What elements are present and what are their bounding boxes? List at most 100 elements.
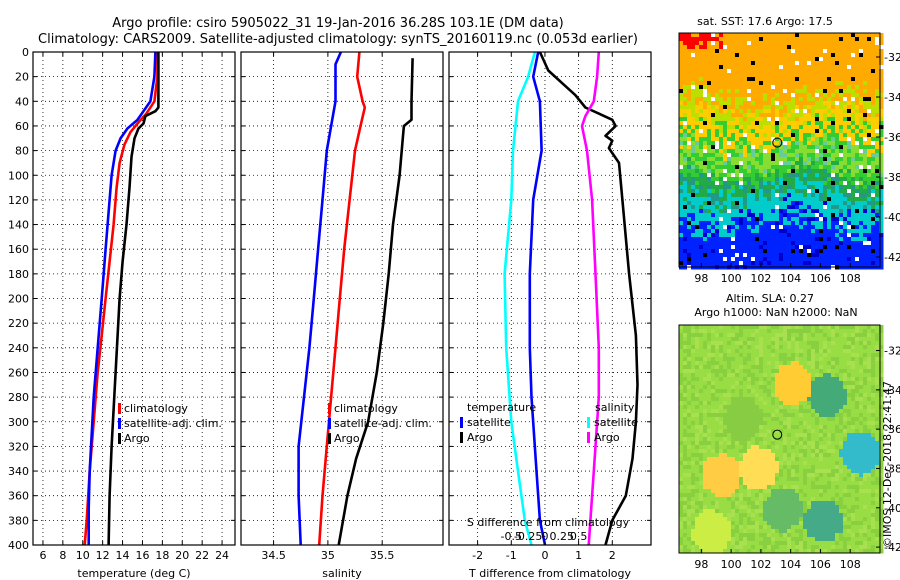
sst_map-cell: [871, 97, 876, 102]
sst_map-cell: [795, 97, 800, 102]
sst_map-cell: [759, 137, 764, 142]
sla_map-cell: [839, 357, 844, 362]
sst_map-cell: [843, 49, 848, 54]
sst_map-cell: [791, 205, 796, 210]
sst_map-cell: [695, 261, 700, 266]
sla_map-cell: [711, 333, 716, 338]
sst_map-cell: [683, 65, 688, 70]
sst_map-cell: [723, 33, 728, 38]
sla_map-cell: [863, 385, 868, 390]
sst_map-cell: [867, 249, 872, 254]
sla_map-cell: [767, 349, 772, 354]
sst_map-cell: [691, 205, 696, 210]
sst_map-cell: [823, 145, 828, 150]
sla_map-cell: [751, 353, 756, 358]
sla_map-cell: [687, 381, 692, 386]
sla_map-cell: [739, 421, 744, 426]
sst_map-cell: [679, 89, 684, 94]
sst_map-cell: [755, 213, 760, 218]
sst_map-cell: [703, 49, 708, 54]
sst_map-cell: [859, 121, 864, 126]
sst_map-cell: [731, 169, 736, 174]
sla_map-cell: [795, 413, 800, 418]
sst_map-cell: [763, 61, 768, 66]
sst_map-cell: [859, 177, 864, 182]
sla_map-cell: [763, 333, 768, 338]
sst_map-cell: [775, 165, 780, 170]
sla_map-cell: [711, 373, 716, 378]
sst_map-cell: [767, 157, 772, 162]
sst_map-cell: [759, 237, 764, 242]
sla_map-cell: [791, 429, 796, 434]
sst_map-cell: [751, 229, 756, 234]
sla_map-cell: [823, 381, 828, 386]
sst_map-cell: [827, 165, 832, 170]
sst_map-cell: [687, 141, 692, 146]
sst_map-cell: [811, 53, 816, 58]
sst_map-cell: [803, 105, 808, 110]
sst_map-cell: [727, 193, 732, 198]
sst_map-cell: [751, 181, 756, 186]
sst_map-cell: [707, 185, 712, 190]
sst_map-cell: [843, 197, 848, 202]
sla_map-cell: [799, 405, 804, 410]
sla_map-cell: [751, 333, 756, 338]
sst_map-cell: [803, 73, 808, 78]
sla_map-cell: [799, 361, 804, 366]
sla_map-cell: [867, 341, 872, 346]
sla_map-cell: [743, 341, 748, 346]
sst_map-cell: [795, 73, 800, 78]
sst_map-cell: [875, 229, 880, 234]
sst_map-cell: [679, 41, 684, 46]
sst_map-cell: [835, 117, 840, 122]
sla_map-cell: [863, 421, 868, 426]
sst_map-cell: [819, 121, 824, 126]
sst_map-cell: [743, 173, 748, 178]
sst_map-cell: [699, 117, 704, 122]
sst_map-cell: [735, 249, 740, 254]
sla_map-cell: [775, 361, 780, 366]
sla_map-cell: [835, 433, 840, 438]
sst_map-cell: [775, 173, 780, 178]
sla_map-cell: [791, 441, 796, 446]
sla_map-cell: [763, 369, 768, 374]
sst_map-cell: [819, 201, 824, 206]
sst_map-cell: [775, 57, 780, 62]
sla_map-cell: [727, 397, 732, 402]
sst_map-cell: [727, 97, 732, 102]
sla_map-cell: [759, 325, 764, 330]
sst_map-cell: [795, 245, 800, 250]
sla_map-cell: [755, 445, 760, 450]
sst_map-cell: [723, 97, 728, 102]
sla_map-cell: [711, 417, 716, 422]
sla_map-cell: [795, 349, 800, 354]
sst_map-cell: [707, 125, 712, 130]
sst_map-cell: [679, 37, 684, 42]
sst_map-cell: [687, 181, 692, 186]
sla_map-cell: [787, 449, 792, 454]
sst_map-cell: [683, 185, 688, 190]
sst_map-cell: [799, 149, 804, 154]
sst_map-cell: [707, 197, 712, 202]
sla_map-cell: [859, 389, 864, 394]
sla_map-cell: [867, 441, 872, 446]
sst_map-cell: [787, 141, 792, 146]
sla_map-cell: [879, 405, 884, 410]
sla_map-cell: [715, 345, 720, 350]
sst_map-cell: [695, 45, 700, 50]
sla_map-cell: [803, 401, 808, 406]
sst_map-cell: [875, 49, 880, 54]
sla_map-cell: [839, 341, 844, 346]
sla_map-cell: [731, 325, 736, 330]
sla_map-cell: [787, 429, 792, 434]
sst_map-cell: [763, 169, 768, 174]
sst_map-cell: [827, 37, 832, 42]
sst_map-cell: [811, 213, 816, 218]
sst_map-cell: [783, 125, 788, 130]
sla_map-cell: [871, 349, 876, 354]
sst_map-cell: [823, 97, 828, 102]
sst_map-cell: [759, 245, 764, 250]
sst_map-cell: [787, 33, 792, 38]
sst_map-cell: [827, 149, 832, 154]
sla_map-cell: [783, 405, 788, 410]
